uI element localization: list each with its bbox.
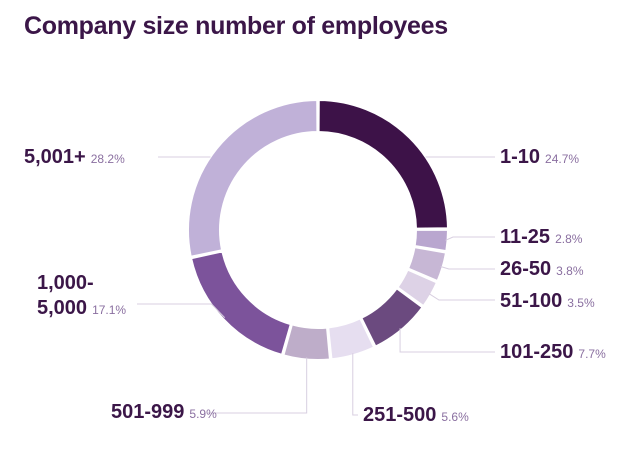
label-1000-5000: 1,000- 5,000 17.1% (37, 271, 126, 323)
leader-line-2 (440, 266, 495, 270)
label-pct: 5.6% (441, 410, 469, 424)
chart-title: Company size number of employees (24, 12, 448, 40)
label-text-line1: 1,000- (37, 272, 94, 294)
leader-line-1 (445, 236, 495, 241)
leader-line-3 (428, 293, 495, 301)
label-text: 26-50 (500, 258, 552, 280)
slice-8 (187, 98, 319, 258)
label-26-50: 26-50 3.8% (500, 257, 584, 283)
label-pct: 2.8% (555, 232, 583, 246)
label-text: 1-10 (500, 146, 541, 168)
slice-5 (327, 317, 376, 361)
label-501-999: 501-999 5.9% (111, 400, 217, 426)
leader-line-7 (137, 303, 226, 319)
slice-7 (189, 250, 293, 357)
leader-line-5 (352, 353, 358, 416)
label-101-250: 101-250 7.7% (500, 340, 606, 366)
label-251-500: 251-500 5.6% (363, 403, 469, 429)
label-51-100: 51-100 3.5% (500, 289, 595, 315)
label-pct: 17.1% (92, 303, 127, 317)
label-pct: 3.5% (567, 296, 595, 310)
leader-line-4 (399, 328, 495, 353)
label-text: 101-250 (500, 341, 574, 363)
label-pct: 7.7% (578, 347, 606, 361)
label-pct: 3.8% (556, 264, 584, 278)
label-text: 51-100 (500, 290, 563, 312)
slice-3 (396, 268, 439, 308)
label-text: 5,001+ (24, 146, 86, 168)
slice-0 (317, 98, 450, 230)
slice-1 (413, 228, 450, 253)
label-1-10: 1-10 24.7% (500, 145, 579, 171)
label-text: 251-500 (363, 404, 437, 426)
label-text: 11-25 (500, 226, 551, 248)
leader-line-6 (208, 357, 308, 414)
slice-2 (406, 245, 448, 283)
label-text: 501-999 (111, 401, 185, 423)
slice-4 (360, 286, 424, 348)
label-pct: 28.2% (90, 152, 125, 166)
label-text-line2: 5,000 (37, 297, 88, 319)
slice-6 (282, 323, 332, 361)
label-11-25: 11-25 2.8% (500, 225, 582, 251)
label-pct: 24.7% (545, 152, 580, 166)
label-5001plus: 5,001+ 28.2% (24, 145, 125, 171)
label-pct: 5.9% (189, 407, 217, 421)
